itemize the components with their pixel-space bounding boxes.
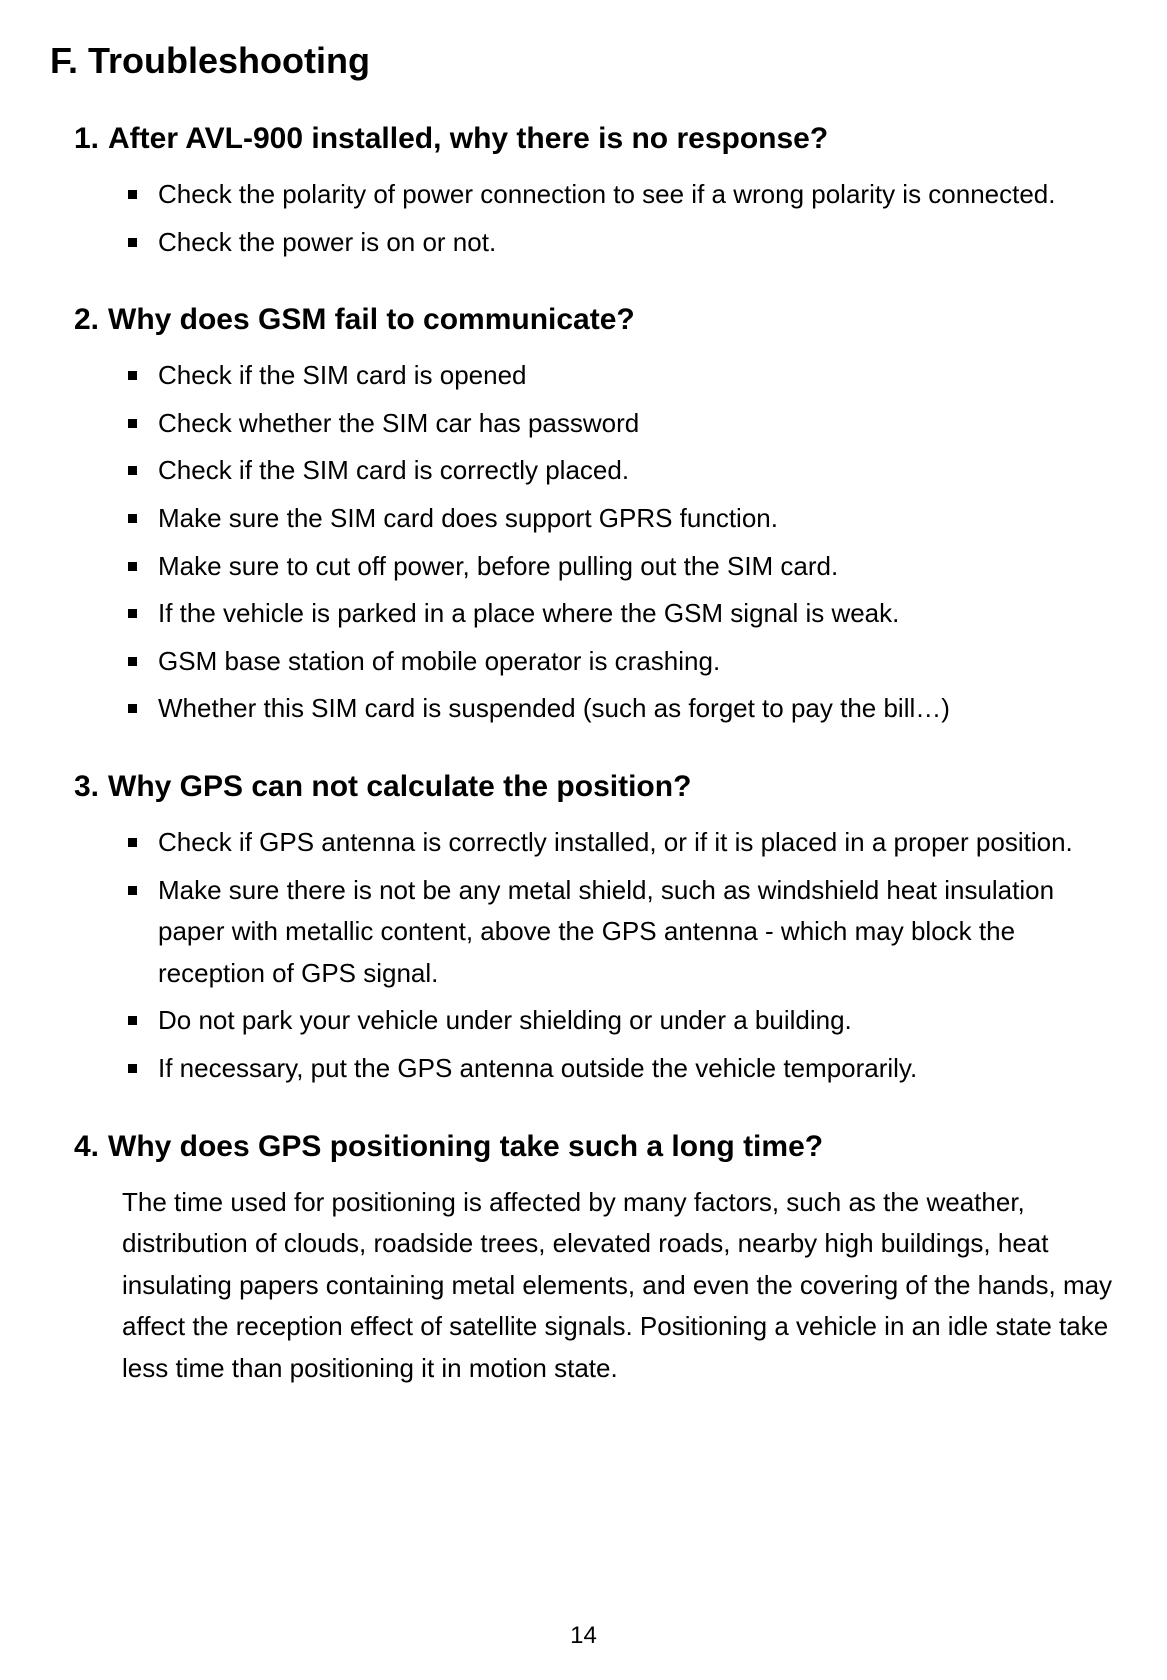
list-item: Check whether the SIM car has password bbox=[122, 403, 1117, 445]
qa-heading-text: Why GPS can not calculate the position? bbox=[108, 770, 691, 804]
document-page: F. Troubleshooting 1.After AVL-900 insta… bbox=[0, 0, 1167, 1680]
qa-heading: 2.Why does GSM fail to communicate? bbox=[50, 303, 1117, 337]
qa-block: 4.Why does GPS positioning take such a l… bbox=[50, 1130, 1117, 1390]
bullet-list: Check if GPS antenna is correctly instal… bbox=[50, 822, 1117, 1090]
page-title: F. Troubleshooting bbox=[50, 40, 1117, 82]
list-item: Check the power is on or not. bbox=[122, 222, 1117, 264]
list-item: Check if the SIM card is opened bbox=[122, 355, 1117, 397]
list-item: GSM base station of mobile operator is c… bbox=[122, 641, 1117, 683]
qa-number: 3. bbox=[74, 770, 108, 804]
qa-heading-text: After AVL-900 installed, why there is no… bbox=[108, 122, 828, 156]
bullet-list: Check if the SIM card is opened Check whe… bbox=[50, 355, 1117, 730]
qa-block: 3.Why GPS can not calculate the position… bbox=[50, 770, 1117, 1090]
qa-heading: 4.Why does GPS positioning take such a l… bbox=[50, 1130, 1117, 1164]
list-item: Make sure to cut off power, before pulli… bbox=[122, 546, 1117, 588]
qa-block: 1.After AVL-900 installed, why there is … bbox=[50, 122, 1117, 263]
qa-paragraph: The time used for positioning is affecte… bbox=[50, 1182, 1117, 1390]
qa-number: 4. bbox=[74, 1130, 108, 1164]
list-item: Make sure the SIM card does support GPRS… bbox=[122, 498, 1117, 540]
list-item: If necessary, put the GPS antenna outsid… bbox=[122, 1048, 1117, 1090]
qa-number: 1. bbox=[74, 122, 108, 156]
list-item: If the vehicle is parked in a place wher… bbox=[122, 593, 1117, 635]
qa-heading: 3.Why GPS can not calculate the position… bbox=[50, 770, 1117, 804]
list-item: Check the polarity of power connection t… bbox=[122, 174, 1117, 216]
list-item: Do not park your vehicle under shielding… bbox=[122, 1000, 1117, 1042]
qa-number: 2. bbox=[74, 303, 108, 337]
bullet-list: Check the polarity of power connection t… bbox=[50, 174, 1117, 263]
sections-container: 1.After AVL-900 installed, why there is … bbox=[50, 122, 1117, 1389]
list-item: Check if the SIM card is correctly place… bbox=[122, 450, 1117, 492]
qa-heading-text: Why does GSM fail to communicate? bbox=[108, 303, 635, 337]
page-number: 14 bbox=[0, 1622, 1167, 1650]
qa-heading-text: Why does GPS positioning take such a lon… bbox=[108, 1130, 823, 1164]
list-item: Whether this SIM card is suspended (such… bbox=[122, 688, 1117, 730]
qa-block: 2.Why does GSM fail to communicate? Check… bbox=[50, 303, 1117, 730]
list-item: Make sure there is not be any metal shie… bbox=[122, 870, 1117, 995]
list-item: Check if GPS antenna is correctly instal… bbox=[122, 822, 1117, 864]
qa-heading: 1.After AVL-900 installed, why there is … bbox=[50, 122, 1117, 156]
